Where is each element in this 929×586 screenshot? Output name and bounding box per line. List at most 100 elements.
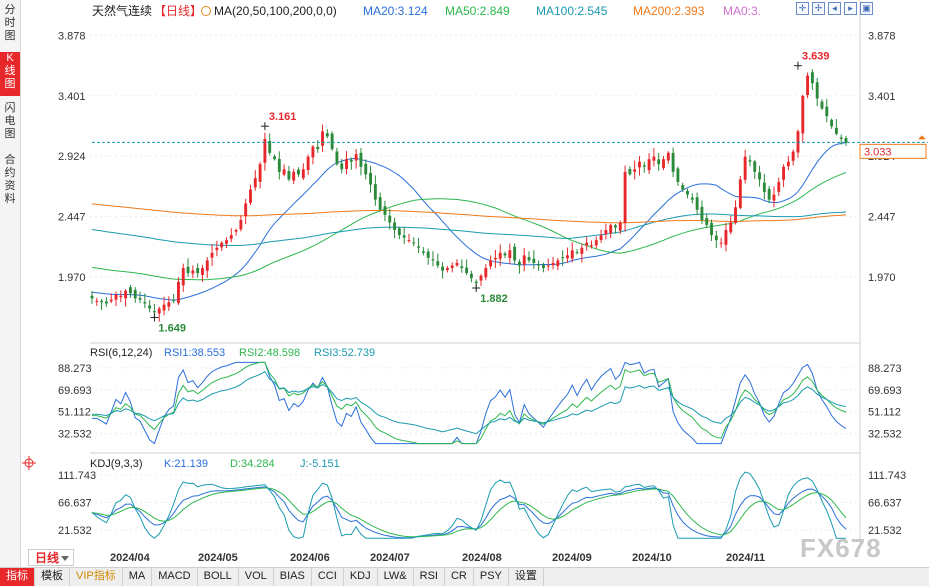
candle-body xyxy=(738,179,742,209)
candle-body xyxy=(686,190,689,195)
candle-body xyxy=(421,251,425,253)
right-icon[interactable]: ▸ xyxy=(844,2,857,15)
tab-2[interactable]: VIP指标 xyxy=(70,568,123,586)
rsi-axis: 88.273 88.273 69.693 69.693 51.112 51.112 32.5… xyxy=(58,363,902,441)
ma-value-1: MA50:2.849 xyxy=(445,4,510,18)
candle-body xyxy=(234,230,238,232)
candle-body xyxy=(628,168,632,175)
ma-value-3: MA200:2.393 xyxy=(633,4,705,18)
left-icon[interactable]: ◂ xyxy=(828,2,841,15)
candle-body xyxy=(186,266,190,274)
candle-body xyxy=(157,308,161,314)
candle-body xyxy=(148,305,152,309)
candle-body xyxy=(546,265,550,267)
candle-body xyxy=(177,281,180,303)
candle-body xyxy=(215,247,219,251)
candle-body xyxy=(345,159,348,170)
candle-body xyxy=(114,294,118,300)
chart-area: 天然气连续 【日线】 MA(20,50,100,200,0,0) MA20:3.… xyxy=(20,0,929,567)
kdj-tick-left-1: 66.637 xyxy=(58,497,92,509)
candle-body xyxy=(806,75,810,95)
tab-12[interactable]: CR xyxy=(445,568,474,586)
kdj-header: KDJ(9,3,3) K:21.139 D:34.284 J:-5.151 xyxy=(90,458,340,470)
zoom-in-icon[interactable]: ✛ xyxy=(796,2,809,15)
candle-body xyxy=(657,159,661,165)
candle-body xyxy=(599,235,603,240)
candle-body xyxy=(830,119,834,127)
annotations: 3.161 1.649 1.882 3.639 xyxy=(150,51,830,334)
crosshair-icon[interactable] xyxy=(22,456,36,470)
candle-body xyxy=(503,253,507,256)
tab-9[interactable]: KDJ xyxy=(344,568,378,586)
candle-body xyxy=(119,295,123,298)
candle-body xyxy=(402,235,406,238)
candle-body xyxy=(124,290,128,299)
side-tab-timeshare[interactable]: 分时图 xyxy=(4,4,16,42)
zoom-out-icon[interactable]: ✢ xyxy=(812,2,825,15)
settings-icon[interactable] xyxy=(201,6,211,16)
tab-13[interactable]: PSY xyxy=(474,568,509,586)
tab-3[interactable]: MA xyxy=(123,568,153,586)
candle-body xyxy=(666,152,670,161)
candle-body xyxy=(762,182,766,193)
candle-body xyxy=(172,300,176,302)
rsi-line-2 xyxy=(92,370,847,435)
tab-1[interactable]: 模板 xyxy=(35,568,70,586)
candle-body xyxy=(618,222,622,231)
candle-body xyxy=(100,300,104,303)
candle-body xyxy=(844,138,848,143)
kdj-tick-right-0: 111.743 xyxy=(868,470,906,482)
candle-body xyxy=(484,268,488,278)
candle-body xyxy=(734,207,737,223)
period-selector[interactable]: 日线 xyxy=(28,549,74,566)
rsi-tick-right-0: 88.273 xyxy=(868,363,902,375)
candle-body xyxy=(604,230,608,235)
rsi-value-2: RSI3:52.739 xyxy=(314,347,375,359)
candle-body xyxy=(479,275,483,281)
tab-10[interactable]: LW& xyxy=(378,568,414,586)
candle-body xyxy=(791,151,795,161)
fullscreen-icon[interactable]: ▣ xyxy=(860,2,873,15)
candle-body xyxy=(273,156,276,160)
candle-body xyxy=(690,197,694,200)
tab-8[interactable]: CCI xyxy=(312,568,344,586)
candle-body xyxy=(412,242,416,244)
candle-body xyxy=(407,240,411,242)
candle-body xyxy=(839,137,843,139)
candle-body xyxy=(460,266,464,268)
tab-5[interactable]: BOLL xyxy=(198,568,239,586)
tab-6[interactable]: VOL xyxy=(239,568,274,586)
tab-7[interactable]: BIAS xyxy=(274,568,312,586)
rsi-lines xyxy=(92,361,847,445)
kdj-line-1 xyxy=(91,487,847,538)
candle-body xyxy=(364,163,368,175)
candle-body xyxy=(210,252,214,258)
candle-body xyxy=(820,101,824,109)
kline-svg: 天然气连续 【日线】 MA(20,50,100,200,0,0) MA20:3.… xyxy=(22,0,928,564)
candle-body xyxy=(671,152,675,172)
candle-body xyxy=(335,151,339,165)
candle-body xyxy=(441,266,445,271)
candle-body xyxy=(748,160,752,162)
candle-body xyxy=(373,184,377,200)
candle-body xyxy=(249,189,252,203)
side-tab-contract[interactable]: 合约资料 xyxy=(4,154,16,205)
ma50-line xyxy=(91,172,847,281)
candle-body xyxy=(316,146,320,150)
tab-0[interactable]: 指标 xyxy=(0,568,35,586)
ma-value-2: MA100:2.545 xyxy=(536,4,608,18)
candle-body xyxy=(652,156,656,161)
candle-body xyxy=(527,257,531,261)
side-tab-flash[interactable]: 闪电图 xyxy=(4,102,16,140)
date-label-6: 2024/10 xyxy=(632,552,672,564)
tab-4[interactable]: MACD xyxy=(152,568,198,586)
candle-body xyxy=(426,251,430,258)
candle-body xyxy=(489,260,493,267)
candle-body xyxy=(575,252,579,254)
tab-11[interactable]: RSI xyxy=(414,568,445,586)
ma-value-0: MA20:3.124 xyxy=(363,4,428,18)
tab-14[interactable]: 设置 xyxy=(509,568,544,586)
candle-body xyxy=(383,206,387,215)
candle-body xyxy=(681,185,685,190)
